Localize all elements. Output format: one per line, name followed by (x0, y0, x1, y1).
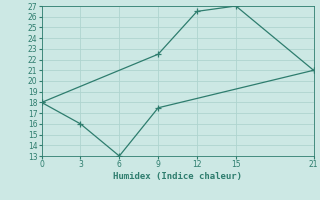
X-axis label: Humidex (Indice chaleur): Humidex (Indice chaleur) (113, 172, 242, 181)
